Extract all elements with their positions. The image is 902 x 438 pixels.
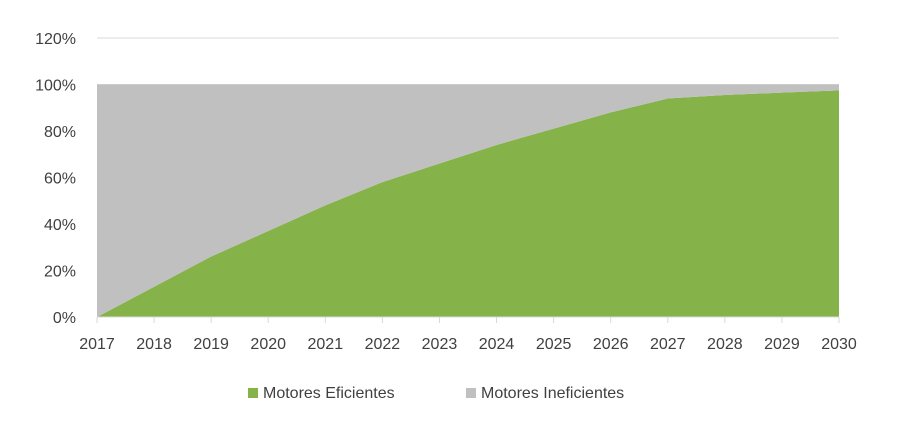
y-axis-ticks: 0% 20% 40% 60% 80% 100% 120% — [35, 31, 76, 327]
x-tick-label: 2028 — [707, 336, 743, 353]
y-tick-label: 80% — [44, 124, 76, 141]
x-tick-label: 2019 — [193, 336, 229, 353]
y-tick-label: 60% — [44, 171, 76, 188]
x-tick-label: 2029 — [764, 336, 800, 353]
x-axis — [96, 316, 840, 323]
legend-swatch-motores-eficientes — [248, 388, 258, 398]
series-areas — [97, 84, 839, 317]
x-axis-ticks: 2017 2018 2019 2020 2021 2022 2023 2024 2025 2026… — [79, 336, 857, 353]
y-tick-label: 120% — [35, 31, 76, 48]
legend: Motores Eficientes Motores Ineficientes — [248, 385, 624, 402]
y-tick-label: 100% — [35, 78, 76, 95]
x-tick-label: 2023 — [422, 336, 458, 353]
y-tick-label: 40% — [44, 217, 76, 234]
x-tick-label: 2024 — [479, 336, 515, 353]
y-tick-label: 20% — [44, 264, 76, 281]
legend-label-motores-ineficientes: Motores Ineficientes — [481, 385, 624, 402]
series-area-motores-eficientes — [97, 90, 839, 317]
x-tick-label: 2018 — [136, 336, 172, 353]
x-tick-label: 2022 — [365, 336, 401, 353]
x-tick-label: 2020 — [250, 336, 286, 353]
x-tick-label: 2017 — [79, 336, 115, 353]
x-tick-label: 2021 — [308, 336, 344, 353]
series-area-motores-ineficientes — [97, 84, 839, 317]
x-tick-label: 2026 — [593, 336, 629, 353]
y-tick-label: 0% — [53, 310, 76, 327]
x-tick-label: 2027 — [650, 336, 686, 353]
legend-swatch-motores-ineficientes — [466, 388, 476, 398]
x-tick-label: 2030 — [821, 336, 857, 353]
x-tick-label: 2025 — [536, 336, 572, 353]
legend-label-motores-eficientes: Motores Eficientes — [263, 385, 395, 402]
